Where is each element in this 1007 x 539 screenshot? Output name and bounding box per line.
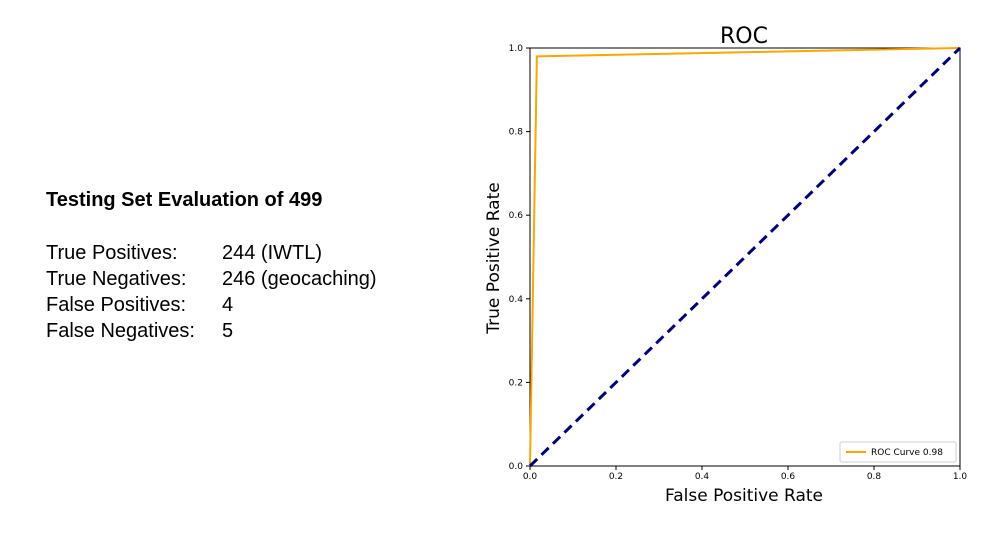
evaluation-title: Testing Set Evaluation of 499 <box>46 189 323 211</box>
roc-chart: ROC 0.0 0.2 0.4 0.6 0.8 1.0 0.0 0.2 0.4 0.6 0.8 1.0… <box>484 24 968 506</box>
evaluation-row-false-negatives: False Negatives: 5 <box>46 318 446 344</box>
legend-label: ROC Curve 0.98 <box>871 448 943 458</box>
plot-area: 0.0 0.2 0.4 0.6 0.8 1.0 0.0 0.2 0.4 0.6 0.8 1.0 ROC … <box>509 44 968 482</box>
x-tick-label: 1.0 <box>953 472 968 482</box>
x-tick-label: 0.8 <box>867 472 882 482</box>
x-tick-label: 0.4 <box>695 472 710 482</box>
chart-title: ROC <box>720 24 768 49</box>
roc-curve-line <box>529 47 961 467</box>
evaluation-panel: Testing Set Evaluation of 499 True Posit… <box>46 186 446 344</box>
plot-frame <box>529 47 961 467</box>
y-tick-label: 0.6 <box>509 211 524 221</box>
evaluation-row-true-negatives: True Negatives: 246 (geocaching) <box>46 266 446 292</box>
x-tick-label: 0.0 <box>523 472 538 482</box>
evaluation-label: False Negatives: <box>46 320 195 342</box>
x-axis-label: False Positive Rate <box>665 486 823 506</box>
y-tick-label: 0.2 <box>509 378 523 388</box>
evaluation-value: 4 <box>222 294 234 316</box>
evaluation-value: 244 (IWTL) <box>222 242 323 264</box>
y-tick-label: 0.8 <box>509 128 524 138</box>
evaluation-value: 5 <box>222 320 234 342</box>
evaluation-row-false-positives: False Positives: 4 <box>46 292 446 318</box>
y-tick-label: 0.0 <box>509 462 524 472</box>
y-tick-label: 0.4 <box>509 295 524 305</box>
evaluation-label: True Negatives: <box>46 268 187 290</box>
evaluation-row-true-positives: True Positives: 244 (IWTL) <box>46 240 446 266</box>
x-tick-label: 0.2 <box>609 472 623 482</box>
evaluation-label: False Positives: <box>46 294 187 316</box>
x-tick-label: 0.6 <box>781 472 796 482</box>
evaluation-value: 246 (geocaching) <box>222 268 377 290</box>
chance-diagonal-line <box>528 46 962 468</box>
roc-chart-container: ROC 0.0 0.2 0.4 0.6 0.8 1.0 0.0 0.2 0.4 0.6 0.8 1.0… <box>470 0 1007 534</box>
y-axis-label: True Positive Rate <box>484 182 504 334</box>
evaluation-label: True Positives: <box>46 242 178 264</box>
y-tick-label: 1.0 <box>509 44 524 54</box>
legend-box <box>839 441 957 463</box>
